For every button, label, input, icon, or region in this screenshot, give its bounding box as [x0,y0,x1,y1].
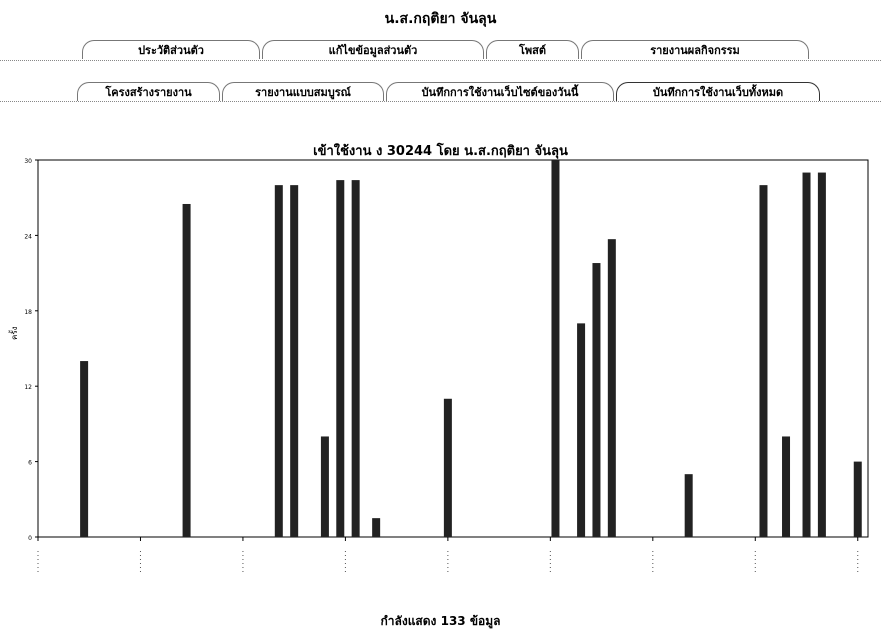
tab-label: รายงานผลกิจกรรม [650,44,740,57]
tab-activity-report[interactable]: รายงานผลกิจกรรม [581,40,809,59]
tab-profile[interactable]: ประวัติส่วนตัว [82,40,260,59]
tab-edit-profile[interactable]: แก้ไขข้อมูลส่วนตัว [262,40,484,59]
bar [274,185,283,537]
bar [372,518,381,537]
tab-label: โพสต์ [518,44,547,57]
bar [759,185,768,537]
bar [551,160,560,537]
tab-label: แก้ไขข้อมูลส่วนตัว [328,44,418,57]
bar [782,436,791,537]
bar [592,263,601,537]
y-tick-label: 24 [24,233,32,240]
page-title: น.ส.กฤติยา จันลุน [384,11,497,27]
tab-all-log[interactable]: บันทึกการใช้งานเว็บทั้งหมด [616,82,820,101]
divider [0,60,881,61]
tab-label: รายงานแบบสมบูรณ์ [255,86,351,99]
tab-label: ประวัติส่วนตัว [138,44,204,57]
bar [577,323,586,537]
bar [336,180,345,537]
record-count: กำลังแสดง 133 ข้อมูล [380,614,501,628]
tab-complete-report[interactable]: รายงานแบบสมบูรณ์ [222,82,384,101]
tab-label: บันทึกการใช้งานเว็บไซต์ของวันนี้ [421,86,579,99]
plot-frame [37,159,869,538]
bar [320,436,329,537]
y-tick-label: 18 [24,309,32,316]
tab-today-log[interactable]: บันทึกการใช้งานเว็บไซต์ของวันนี้ [386,82,614,101]
tab-row-primary: ประวัติส่วนตัว แก้ไขข้อมูลส่วนตัว โพสต์ … [82,40,811,59]
tab-row-secondary: โครงสร้างรายงาน รายงานแบบสมบูรณ์ บันทึกก… [77,82,822,101]
y-tick-label: 30 [24,158,32,165]
bar [607,239,616,538]
divider [0,101,881,102]
tab-label: บันทึกการใช้งานเว็บทั้งหมด [652,86,784,99]
bar [817,172,826,538]
bar [290,185,299,537]
tab-post[interactable]: โพสต์ [486,40,579,59]
tab-label: โครงสร้างรายงาน [105,86,192,99]
bar [443,398,452,537]
y-tick-label: 12 [24,384,32,391]
y-tick-label: 0 [28,535,32,542]
bar [182,203,191,537]
bar [351,180,360,537]
bar [684,474,693,537]
chart-title: เข้าใช้งาน ง 30244 โดย น.ส.กฤติยา จันลุน [313,144,568,159]
bar [80,361,89,537]
bar [853,461,862,537]
tab-report-structure[interactable]: โครงสร้างรายงาน [77,82,220,101]
y-tick-label: 6 [28,460,32,467]
bar [802,172,811,538]
